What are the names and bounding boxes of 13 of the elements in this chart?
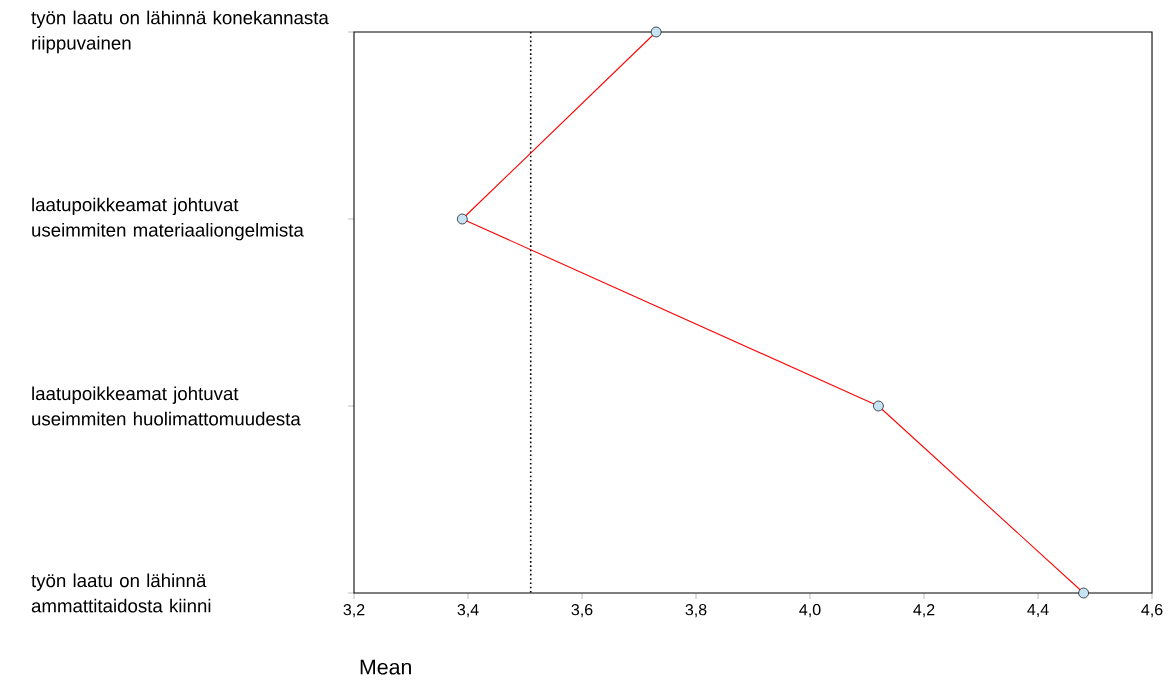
- x-tick-label: 4,6: [1141, 603, 1163, 618]
- x-tick-label: 3,2: [343, 603, 365, 618]
- x-axis-title: Mean: [360, 659, 411, 675]
- x-tick-label: 4,2: [913, 603, 935, 618]
- y-tick-label: laatupoikkeamat johtuvat useimmiten huolimattomuudesta: [32, 386, 301, 426]
- x-tick-label: 3,6: [571, 603, 593, 618]
- y-tick-label: työn laatu on lähinnä konekannasta riippuvainen: [31, 10, 329, 54]
- x-tick-label: 3,4: [457, 603, 479, 618]
- y-tick-label: työn laatu on lähinnä ammattitaidosta kiinni: [31, 573, 211, 613]
- x-tick-label: 4,0: [799, 603, 821, 618]
- y-tick-label: laatupoikkeamat johtuvat useimmiten materiaaliongelmista: [32, 197, 304, 241]
- x-tick-label: 4,4: [1027, 604, 1049, 618]
- x-tick-label: 3,8: [685, 603, 707, 618]
